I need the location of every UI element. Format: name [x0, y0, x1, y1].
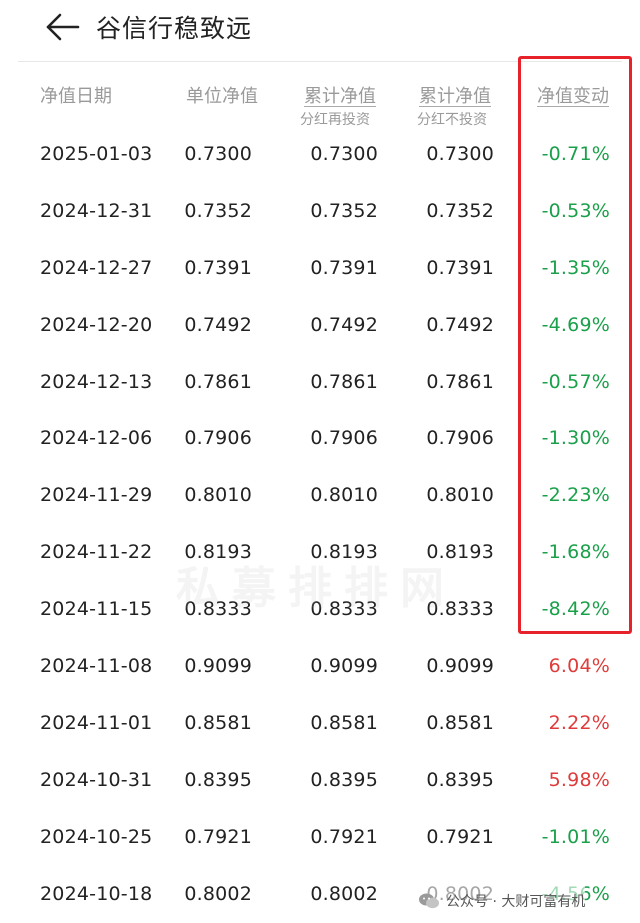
row-date: 2024-10-31 [40, 768, 153, 791]
table-row[interactable]: 2024-12-06 0.7906 0.7906 0.7906 -1.30% [0, 410, 640, 467]
row-cumulative-no-reinvest: 0.7391 [426, 256, 494, 279]
row-date: 2024-12-27 [40, 256, 153, 279]
row-cumulative-reinvest: 0.7921 [310, 825, 378, 848]
table-row[interactable]: 2024-11-29 0.8010 0.8010 0.8010 -2.23% [0, 467, 640, 524]
table-row[interactable]: 2024-11-08 0.9099 0.9099 0.9099 6.04% [0, 638, 640, 695]
column-header-unit-nav: 单位净值 [186, 86, 258, 107]
row-unit-nav: 0.8010 [184, 484, 252, 507]
table-row[interactable]: 2024-11-22 0.8193 0.8193 0.8193 -1.68% [0, 524, 640, 581]
row-cumulative-no-reinvest: 0.7492 [426, 313, 494, 336]
row-unit-nav: 0.8395 [184, 768, 252, 791]
footer-text: 公众号 · 大财可富有机 [446, 894, 586, 910]
row-unit-nav: 0.7921 [184, 825, 252, 848]
column-header-change[interactable]: 净值变动 [537, 86, 609, 107]
table-row[interactable]: 2024-10-25 0.7921 0.7921 0.7921 -1.01% [0, 809, 640, 866]
footer-attribution: 公众号 · 大财可富有机 [418, 886, 586, 916]
row-change: -4.69% [541, 313, 610, 336]
table-row[interactable]: 2024-12-31 0.7352 0.7352 0.7352 -0.53% [0, 183, 640, 240]
row-change: -1.68% [541, 541, 610, 564]
row-unit-nav: 0.8333 [184, 598, 252, 621]
table-header: 净值日期 单位净值 累计净值 分红再投资 累计净值 分红不投资 净值变动 [0, 74, 640, 130]
row-cumulative-no-reinvest: 0.8193 [426, 541, 494, 564]
row-date: 2024-11-15 [40, 598, 153, 621]
row-change: -0.57% [541, 370, 610, 393]
row-cumulative-no-reinvest: 0.8581 [426, 711, 494, 734]
row-cumulative-reinvest: 0.7300 [310, 143, 378, 165]
row-change: -0.53% [541, 199, 610, 222]
row-change: -0.71% [541, 143, 610, 165]
table-row[interactable]: 2024-10-31 0.8395 0.8395 0.8395 5.98% [0, 752, 640, 809]
row-date: 2024-11-22 [40, 541, 153, 564]
row-unit-nav: 0.8581 [184, 711, 252, 734]
row-cumulative-reinvest: 0.8010 [310, 484, 378, 507]
row-change: 2.22% [548, 711, 610, 734]
column-header-date: 净值日期 [40, 86, 112, 107]
row-date: 2024-12-31 [40, 199, 153, 222]
row-date: 2024-12-13 [40, 370, 153, 393]
row-cumulative-reinvest: 0.7492 [310, 313, 378, 336]
column-subheader-reinvest: 分红再投资 [300, 112, 370, 128]
row-unit-nav: 0.8193 [184, 541, 252, 564]
row-cumulative-reinvest: 0.8002 [310, 882, 378, 905]
row-cumulative-no-reinvest: 0.7921 [426, 825, 494, 848]
table-row[interactable]: 2024-11-01 0.8581 0.8581 0.8581 2.22% [0, 695, 640, 752]
row-cumulative-reinvest: 0.7352 [310, 199, 378, 222]
row-unit-nav: 0.8002 [184, 882, 252, 905]
row-cumulative-no-reinvest: 0.9099 [426, 655, 494, 678]
row-cumulative-reinvest: 0.7391 [310, 256, 378, 279]
arrow-left-icon[interactable] [44, 10, 84, 44]
table-row[interactable]: 2024-12-20 0.7492 0.7492 0.7492 -4.69% [0, 297, 640, 354]
row-cumulative-no-reinvest: 0.8395 [426, 768, 494, 791]
row-cumulative-reinvest: 0.8333 [310, 598, 378, 621]
row-date: 2024-12-20 [40, 313, 153, 336]
row-change: -1.35% [541, 256, 610, 279]
row-change: -2.23% [541, 484, 610, 507]
row-unit-nav: 0.7352 [184, 199, 252, 222]
page-title: 谷信行稳致远 [96, 14, 253, 43]
row-date: 2024-11-29 [40, 484, 153, 507]
table-row[interactable]: 2024-12-27 0.7391 0.7391 0.7391 -1.35% [0, 240, 640, 297]
row-cumulative-no-reinvest: 0.7300 [426, 143, 494, 165]
row-cumulative-no-reinvest: 0.7352 [426, 199, 494, 222]
column-subheader-no-reinvest: 分红不投资 [417, 112, 487, 128]
table-row[interactable]: 2025-01-03 0.7300 0.7300 0.7300 -0.71% [0, 126, 640, 183]
watermark: 私募排排网 [176, 563, 456, 614]
row-cumulative-reinvest: 0.8395 [310, 768, 378, 791]
table-row[interactable]: 2024-12-13 0.7861 0.7861 0.7861 -0.57% [0, 354, 640, 411]
row-date: 2024-10-25 [40, 825, 153, 848]
row-change: -1.01% [541, 825, 610, 848]
row-cumulative-reinvest: 0.7906 [310, 427, 378, 450]
row-cumulative-reinvest: 0.8581 [310, 711, 378, 734]
row-unit-nav: 0.7300 [184, 143, 252, 165]
row-cumulative-reinvest: 0.7861 [310, 370, 378, 393]
row-change: -8.42% [541, 598, 610, 621]
row-date: 2024-11-01 [40, 711, 153, 734]
row-cumulative-no-reinvest: 0.8010 [426, 484, 494, 507]
row-date: 2025-01-03 [40, 143, 153, 165]
row-unit-nav: 0.7391 [184, 256, 252, 279]
row-unit-nav: 0.7861 [184, 370, 252, 393]
column-header-cumulative-no-reinvest[interactable]: 累计净值 [419, 86, 491, 107]
column-header-cumulative-reinvest[interactable]: 累计净值 [304, 86, 376, 107]
nav-table-body: 2025-01-03 0.7300 0.7300 0.7300 -0.71% 2024-1… [0, 126, 640, 922]
row-cumulative-no-reinvest: 0.8333 [426, 598, 494, 621]
row-unit-nav: 0.9099 [184, 655, 252, 678]
row-date: 2024-11-08 [40, 655, 153, 678]
row-change: 6.04% [548, 655, 610, 678]
row-unit-nav: 0.7492 [184, 313, 252, 336]
change-column-highlight [518, 56, 632, 634]
table-row[interactable]: 2024-11-15 0.8333 0.8333 0.8333 -8.42% [0, 581, 640, 638]
header-divider [18, 61, 622, 62]
wechat-icon [419, 893, 439, 909]
app-header: 谷信行稳致远 [0, 0, 640, 56]
row-date: 2024-12-06 [40, 427, 153, 450]
row-cumulative-no-reinvest: 0.7906 [426, 427, 494, 450]
row-change: -1.30% [541, 427, 610, 450]
row-date: 2024-10-18 [40, 882, 153, 905]
row-change: 5.98% [548, 768, 610, 791]
row-cumulative-no-reinvest: 0.7861 [426, 370, 494, 393]
row-cumulative-reinvest: 0.9099 [310, 655, 378, 678]
row-cumulative-reinvest: 0.8193 [310, 541, 378, 564]
row-unit-nav: 0.7906 [184, 427, 252, 450]
